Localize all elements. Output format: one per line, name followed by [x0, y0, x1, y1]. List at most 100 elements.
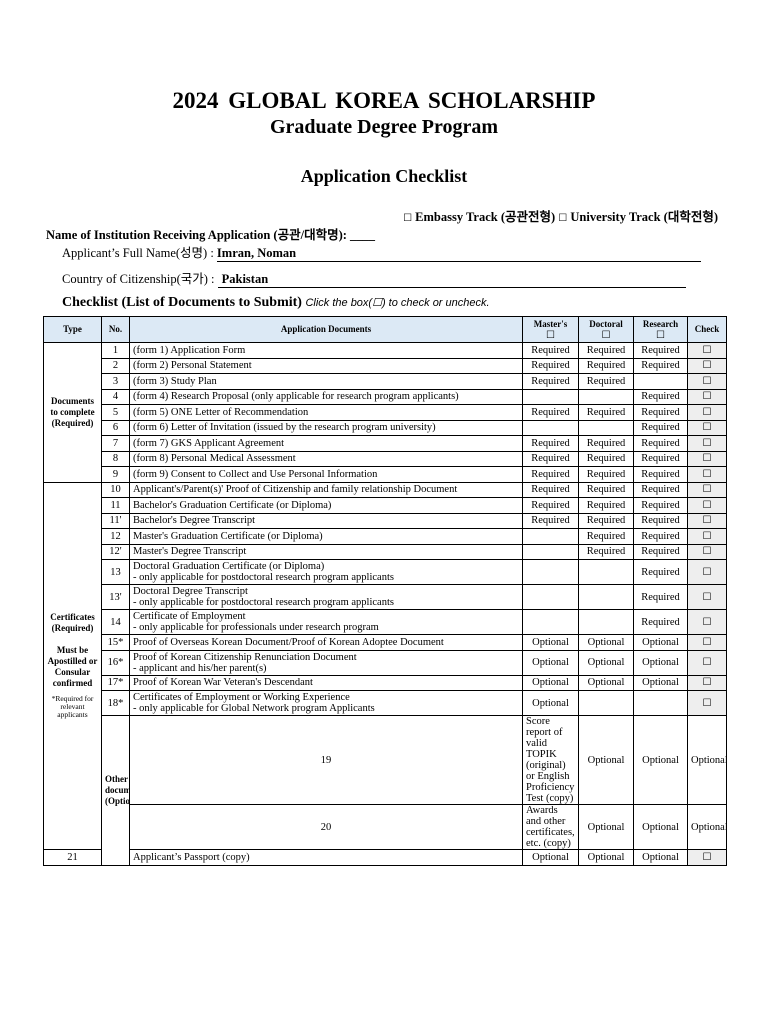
doctoral-status: Required [578, 466, 634, 483]
document-name: (form 4) Research Proposal (only applica… [129, 388, 523, 405]
checklist-heading: Application Checklist [300, 166, 468, 186]
applicant-name-label: Applicant’s Full Name(성명) : [62, 246, 214, 260]
doctoral-status [578, 388, 634, 405]
doctoral-status: Optional [578, 674, 634, 691]
row-number: 5 [101, 404, 130, 421]
check-checkbox[interactable]: ☐ [687, 690, 727, 716]
country-value[interactable]: Pakistan [217, 272, 686, 288]
row-number: 7 [101, 435, 130, 452]
table-row: 5 (form 5) ONE Letter of Recommendation Re… [44, 404, 727, 421]
document-name: (form 7) GKS Applicant Agreement [129, 435, 523, 452]
check-checkbox[interactable]: ☐ [687, 674, 727, 691]
masters-status [522, 609, 579, 635]
research-status: Required [633, 357, 688, 374]
check-checkbox[interactable]: ☐ [687, 481, 727, 498]
document-name: Applicant's/Parent(s)' Proof of Citizens… [129, 481, 523, 498]
doctoral-status: Required [578, 512, 634, 529]
table-row: 13' Doctoral Degree Transcript - only appl… [44, 584, 727, 610]
check-checkbox[interactable]: ☐ [687, 543, 727, 560]
check-checkbox[interactable]: ☐ [687, 373, 727, 390]
document-name: Score report of valid TOPIK (original) o… [522, 715, 579, 805]
research-status: Required [633, 497, 688, 514]
document-name: Doctoral Graduation Certificate (or Dipl… [129, 559, 523, 585]
research-status [633, 690, 688, 716]
row-number: 11' [101, 512, 130, 529]
research-status: Required [633, 543, 688, 560]
check-checkbox[interactable]: ☐ [687, 849, 727, 866]
row-number: 9 [101, 466, 130, 483]
applicant-name-value[interactable]: Imran, Noman [216, 246, 701, 262]
embassy-track-label: Embassy Track (공관전형) [415, 210, 556, 224]
country-field: Country of Citizenship(국가) : Pakistan [62, 268, 686, 288]
table-row: 14 Certificate of Employment - only applic… [44, 609, 727, 635]
row-number: 2 [101, 357, 130, 374]
document-name: Bachelor's Degree Transcript [129, 512, 523, 529]
masters-status: Optional [522, 690, 579, 716]
check-checkbox[interactable]: ☐ [687, 466, 727, 483]
check-checkbox[interactable]: ☐ [687, 357, 727, 374]
row-number: 13' [101, 584, 130, 610]
check-checkbox[interactable]: ☐ [687, 497, 727, 514]
document-name: (form 5) ONE Letter of Recommendation [129, 404, 523, 421]
masters-status: Optional [578, 715, 634, 805]
university-track-label: University Track (대학전형) [570, 210, 718, 224]
research-status: Required [633, 466, 688, 483]
institution-field: Name of Institution Receiving Applicatio… [46, 224, 375, 243]
masters-status [522, 584, 579, 610]
row-number: 13 [101, 559, 130, 585]
check-checkbox[interactable]: ☐ [687, 512, 727, 529]
institution-value[interactable]: ____ [350, 228, 376, 242]
masters-status: Optional [522, 674, 579, 691]
document-name: (form 9) Consent to Collect and Use Pers… [129, 466, 523, 483]
check-checkbox[interactable]: ☐ [687, 435, 727, 452]
document-name: Certificate of Employment - only applicab… [129, 609, 523, 635]
document-name: (form 3) Study Plan [129, 373, 523, 390]
masters-status [522, 559, 579, 585]
row-number: 6 [101, 419, 130, 436]
research-status: Required [633, 404, 688, 421]
header-check: Check [687, 316, 727, 343]
check-checkbox[interactable]: ☐ [687, 649, 727, 676]
header-no: No. [101, 316, 130, 343]
masters-status: Optional [522, 849, 579, 866]
embassy-track-checkbox[interactable]: ☐ [403, 213, 413, 224]
masters-status: Required [522, 450, 579, 467]
table-row: 3 (form 3) Study Plan Required Required ☐ [44, 373, 727, 390]
document-name: Applicant’s Passport (copy) [129, 849, 523, 866]
document-name: Certificates of Employment or Working Ex… [129, 690, 523, 716]
check-checkbox[interactable]: ☐ [687, 419, 727, 436]
masters-status: Required [522, 497, 579, 514]
row-number: 17* [101, 674, 130, 691]
document-name: Master's Degree Transcript [129, 543, 523, 560]
row-number: 18* [101, 690, 130, 716]
masters-status [522, 419, 579, 436]
university-track-checkbox[interactable]: ☐ [558, 213, 568, 224]
masters-status [522, 543, 579, 560]
table-row: 9 (form 9) Consent to Collect and Use Per… [44, 466, 727, 483]
research-status: Required [633, 584, 688, 610]
row-number: 16* [101, 649, 130, 676]
document-name: Proof of Korean Citizenship Renunciation… [129, 649, 523, 676]
masters-checkbox[interactable]: ☐ [546, 329, 555, 341]
masters-status: Required [522, 373, 579, 390]
check-checkbox[interactable]: ☐ [687, 528, 727, 545]
check-checkbox[interactable]: ☐ [687, 404, 727, 421]
check-checkbox[interactable]: ☐ [687, 342, 727, 359]
row-number: 19 [129, 715, 523, 805]
check-checkbox[interactable]: ☐ [687, 450, 727, 467]
doctoral-status [578, 690, 634, 716]
doctoral-status: Optional [578, 849, 634, 866]
check-checkbox[interactable]: ☐ [687, 584, 727, 610]
research-status: Optional [633, 634, 688, 651]
check-checkbox[interactable]: ☐ [687, 634, 727, 651]
track-selection: ☐ Embassy Track (공관전형) ☐ University Trac… [403, 206, 718, 225]
check-checkbox[interactable]: ☐ [687, 559, 727, 585]
check-checkbox[interactable]: ☐ [687, 609, 727, 635]
masters-status: Required [522, 512, 579, 529]
check-checkbox[interactable]: ☐ [687, 388, 727, 405]
research-checkbox[interactable]: ☐ [656, 329, 665, 341]
table-row: 7 (form 7) GKS Applicant Agreement Require… [44, 435, 727, 452]
header-type: Type [43, 316, 102, 343]
doctoral-checkbox[interactable]: ☐ [601, 329, 611, 341]
